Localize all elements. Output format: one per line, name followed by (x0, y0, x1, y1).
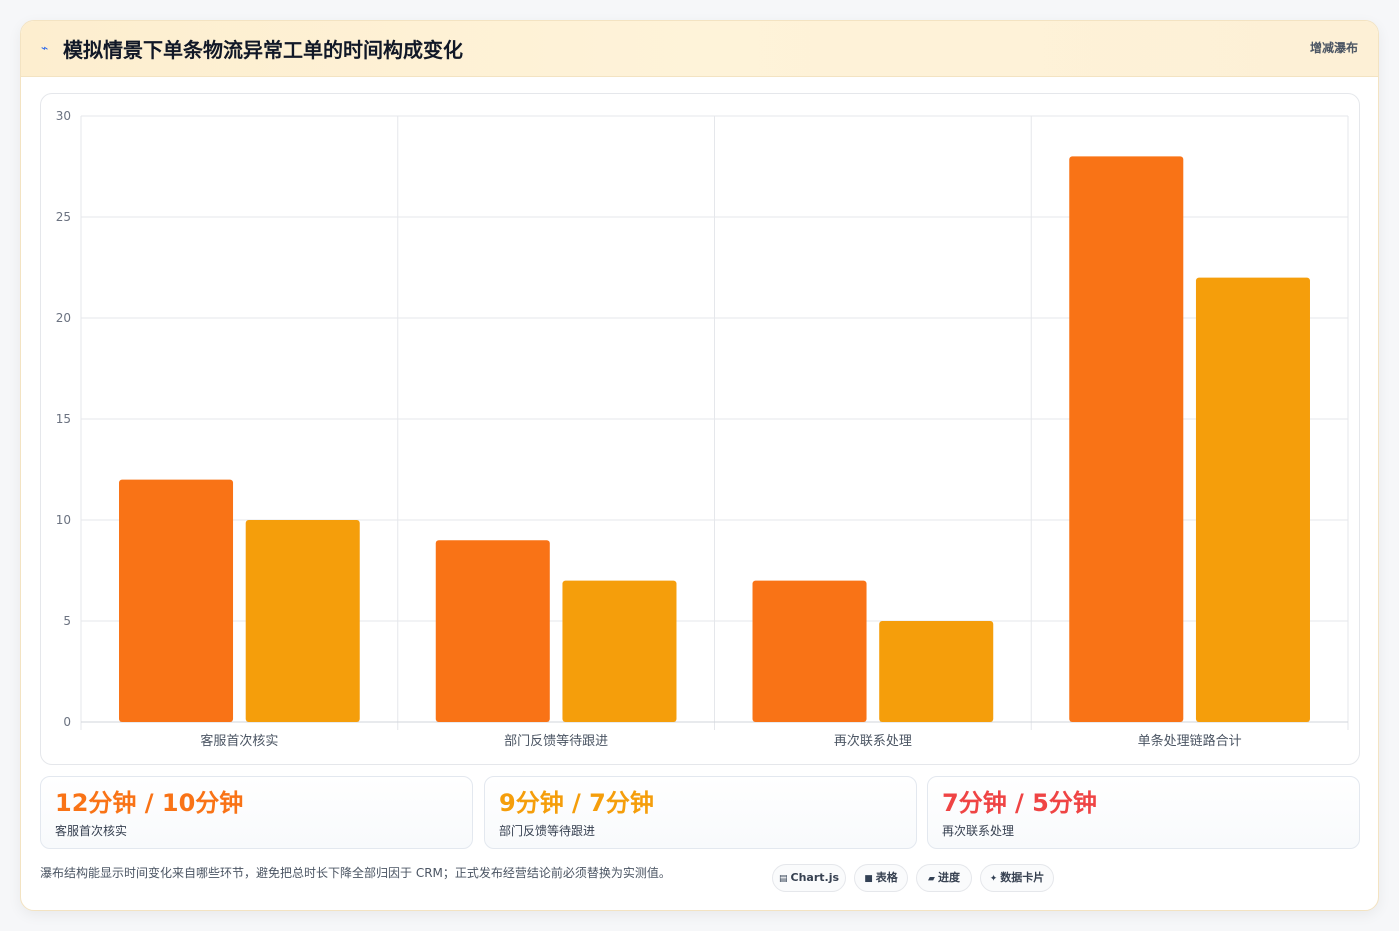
progress-icon: ▰ (928, 874, 935, 884)
kpi-card-2: 9分钟 / 7分钟 部门反馈等待跟进 (484, 776, 917, 849)
page-title: 模拟情景下单条物流异常工单的时间构成变化 (63, 38, 463, 62)
bar-2-3 (879, 621, 994, 722)
tag-label: 表格 (875, 871, 898, 884)
y-tick-label: 20 (56, 311, 71, 325)
kpi-card-1: 12分钟 / 10分钟 客服首次核实 (40, 776, 473, 849)
kpi-value: 9分钟 / 7分钟 (499, 789, 654, 817)
bar-1-1 (119, 479, 234, 722)
tag-label: Chart.js (790, 871, 840, 884)
kpi-value: 7分钟 / 5分钟 (942, 789, 1097, 817)
y-tick-label: 0 (63, 715, 71, 729)
footnote: 瀑布结构能显示时间变化来自哪些环节，避免把总时长下降全部归因于 CRM；正式发布… (40, 866, 671, 880)
kpi-label: 客服首次核实 (55, 824, 128, 838)
line-chart-icon: ⌁ (41, 41, 49, 55)
bar-1-2 (435, 540, 550, 722)
y-tick-label: 10 (56, 513, 71, 527)
y-tick-label: 25 (56, 210, 71, 224)
bar-2-4 (1195, 277, 1310, 722)
x-tick-label: 再次联系处理 (834, 733, 912, 749)
tag-label: 数据卡片 (1000, 871, 1045, 884)
tag-data-card[interactable]: ✦ 数据卡片 (980, 864, 1054, 892)
sparkle-icon: ✦ (989, 874, 998, 884)
x-tick-label: 客服首次核实 (200, 733, 278, 749)
tag-label: 进度 (937, 871, 960, 884)
bar-1-4 (1069, 156, 1184, 722)
kpi-card-3: 7分钟 / 5分钟 再次联系处理 (927, 776, 1360, 849)
kpi-label: 再次联系处理 (942, 824, 1015, 838)
table-icon: ■ (864, 874, 873, 884)
tag-progress[interactable]: ▰ 进度 (916, 864, 972, 892)
chart-area: 0 5 10 15 20 25 30 客服首次核实 部门反馈等待跟进 再次联系处理 单条处理链路合计 (40, 93, 1360, 765)
card-header: ⌁ 模拟情景下单条物流异常工单的时间构成变化 增减瀑布 (21, 21, 1378, 77)
bar-1-3 (752, 580, 867, 722)
y-tick-label: 5 (63, 614, 71, 628)
chart-type-badge: 增减瀑布 (1309, 41, 1358, 55)
tag-chartjs[interactable]: ▤ Chart.js (772, 864, 846, 892)
y-tick-label: 30 (56, 109, 71, 123)
kpi-label: 部门反馈等待跟进 (499, 824, 596, 838)
y-tick-label: 15 (56, 412, 71, 426)
bar-chart: 0 5 10 15 20 25 30 客服首次核实 部门反馈等待跟进 再次联系处理 单条处理链路合计 (56, 109, 1349, 749)
x-tick-label: 部门反馈等待跟进 (504, 733, 608, 749)
bar-2-2 (562, 580, 677, 722)
bar-2-1 (245, 520, 360, 722)
x-tick-label: 单条处理链路合计 (1138, 733, 1242, 749)
chart-card: ⌁ 模拟情景下单条物流异常工单的时间构成变化 增减瀑布 0 5 10 15 20 25 30… (20, 20, 1379, 911)
tag-table[interactable]: ■ 表格 (854, 864, 908, 892)
chart-icon: ▤ (778, 874, 788, 884)
kpi-value: 12分钟 / 10分钟 (55, 789, 244, 817)
